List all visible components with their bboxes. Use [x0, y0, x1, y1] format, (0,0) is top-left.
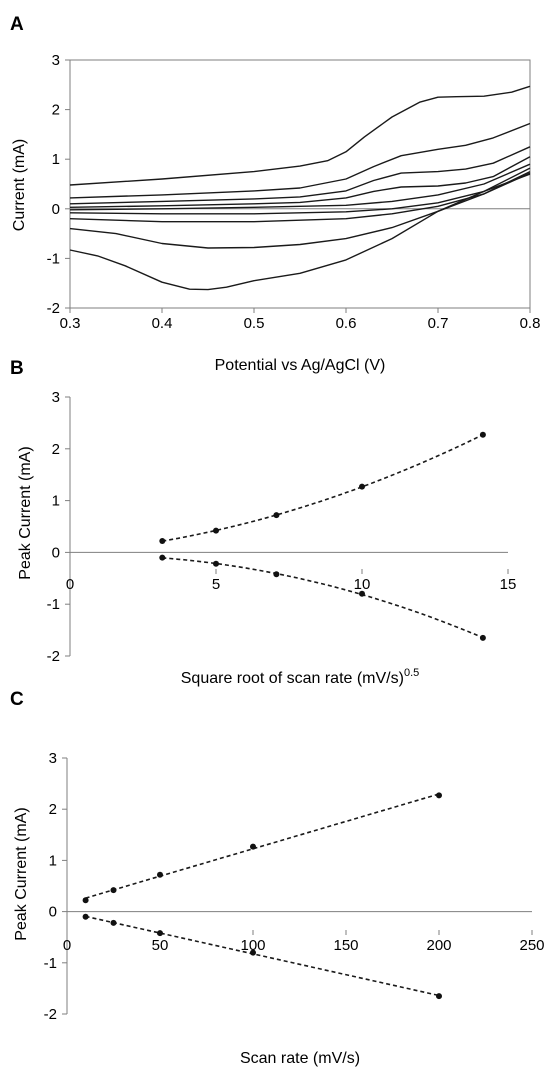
panel-b-data-point — [359, 483, 365, 490]
panel-a-cv-curve-1 — [69, 85, 531, 186]
panel-b-data-point — [273, 571, 280, 578]
panel-a-chart: A -2 -1 0 1 2 3 0.3 0.4 0.5 0.6 0.7 0.8 Potential v… — [10, 14, 540, 374]
panel-b-data-point — [479, 634, 486, 641]
panel-b-y-tick-label: -2 — [47, 648, 60, 665]
panel-c-y-tick-label: 0 — [49, 904, 57, 921]
panel-c-data-point — [82, 913, 89, 920]
panel-a-y-tick-label: -1 — [47, 250, 60, 267]
panel-a-x-tick-label: 0.8 — [520, 315, 541, 332]
panel-c-data-point — [436, 792, 442, 799]
panel-b-data-point — [159, 538, 166, 544]
panel-b-y-tick-label: 3 — [52, 389, 60, 406]
panel-b-chart: B -2 -1 0 1 2 3 0 5 10 15 Square root of scan rat… — [10, 358, 516, 687]
panel-b-x-axis-label: Square root of scan rate (mV/s)0.5 — [181, 667, 420, 687]
panel-c-x-tick-label: 150 — [333, 937, 358, 954]
panel-b-data-point — [213, 560, 219, 567]
panel-c-y-tick-label: 3 — [49, 750, 57, 767]
panel-b-x-axis-label-superscript: 0.5 — [404, 667, 419, 679]
panel-a-x-tick-label: 0.5 — [244, 315, 265, 332]
panel-a-x-axis-label: Potential vs Ag/AgCl (V) — [215, 357, 386, 374]
panel-a-cv-curve-6 — [69, 167, 531, 215]
panel-c-data-point — [250, 949, 256, 956]
panel-c-y-tick-label: 1 — [49, 852, 57, 869]
panel-c-y-tick-label: -2 — [44, 1006, 57, 1023]
panel-c-data-point — [436, 993, 442, 1000]
panel-b-data-point — [273, 512, 280, 519]
panel-c-data-point — [110, 919, 117, 926]
panel-c-x-axis-label: Scan rate (mV/s) — [240, 1050, 360, 1067]
panel-b-x-tick-label: 10 — [354, 576, 371, 593]
panel-b-trend-line-1 — [162, 433, 484, 542]
panel-b-x-axis-label-main: Square root of scan rate (mV/s) — [181, 670, 404, 687]
panel-c-y-tick-label: -1 — [44, 955, 57, 972]
panel-b-x-tick-label: 15 — [500, 576, 517, 593]
panel-b-y-tick-label: 2 — [52, 441, 60, 458]
panel-a-cv-curve-3 — [69, 146, 531, 205]
panel-c-plot: -2 -1 0 1 2 3 0 50 100 150 200 250 — [44, 750, 545, 1023]
panel-a-y-axis-label: Current (mA) — [11, 139, 28, 231]
panel-c-trend-line-1 — [85, 793, 440, 899]
panel-b-plot: -2 -1 0 1 2 3 0 5 10 15 — [47, 389, 517, 665]
panel-a-plot: -2 -1 0 1 2 3 0.3 0.4 0.5 0.6 0.7 0.8 — [47, 52, 541, 332]
panel-a-cv-curve-2 — [69, 122, 531, 199]
panel-a-y-tick-label: 3 — [52, 52, 60, 69]
panel-a-cv-curve-7 — [69, 170, 531, 223]
panel-a-x-tick-label: 0.3 — [60, 315, 81, 332]
panel-a-x-tick-label: 0.7 — [428, 315, 449, 332]
panel-a-y-tick-label: 2 — [52, 102, 60, 119]
panel-c-data-point — [82, 897, 89, 904]
panel-b-data-point — [213, 527, 219, 534]
panel-a-y-tick-label: 0 — [52, 201, 60, 218]
panel-a-plot-frame — [69, 59, 531, 309]
panel-c-data-point — [110, 887, 117, 894]
panel-b-data-point — [359, 590, 365, 597]
panel-c-chart: C -2 -1 0 1 2 3 0 50 100 150 200 250 Scan rate (mV/… — [10, 689, 545, 1067]
panel-c-trend-line-2 — [85, 915, 440, 997]
panel-a-y-tick-label: 1 — [52, 151, 60, 168]
panel-a-x-tick-label: 0.4 — [152, 315, 173, 332]
panel-b-data-point — [479, 431, 486, 438]
panel-c-x-tick-label: 50 — [152, 937, 169, 954]
panel-c-data-point — [250, 843, 256, 850]
panel-c-x-tick-label: 200 — [426, 937, 451, 954]
panel-c-x-tick-label: 250 — [519, 937, 544, 954]
panel-c-y-tick-label: 2 — [49, 801, 57, 818]
panel-c-x-tick-label: 0 — [63, 937, 71, 954]
panel-b-y-axis-label: Peak Current (mA) — [17, 446, 34, 579]
panel-c-y-axis-label: Peak Current (mA) — [13, 807, 30, 940]
panel-a-cv-curve-5 — [69, 163, 531, 211]
panel-b-letter: B — [10, 358, 24, 379]
panel-c-data-point — [157, 930, 163, 937]
panel-b-x-tick-label: 5 — [212, 576, 220, 593]
panel-b-y-tick-label: 1 — [52, 493, 60, 510]
panel-c-x-tick-label: 100 — [240, 937, 265, 954]
panel-b-x-tick-label: 0 — [66, 576, 74, 593]
panel-b-y-tick-label: -1 — [47, 596, 60, 613]
panel-a-x-tick-label: 0.6 — [336, 315, 357, 332]
panel-a-cv-curve-4 — [69, 156, 531, 208]
panel-b-data-point — [159, 554, 166, 561]
panel-a-cv-curve-9 — [69, 173, 531, 291]
panel-c-data-point — [157, 871, 163, 878]
panel-c-letter: C — [10, 689, 24, 710]
panel-a-cv-curve-8 — [69, 172, 531, 249]
panel-b-y-tick-label: 0 — [52, 544, 60, 561]
panel-a-y-tick-label: -2 — [47, 300, 60, 317]
panel-a-letter: A — [10, 14, 24, 35]
panel-b-trend-line-2 — [162, 557, 484, 639]
